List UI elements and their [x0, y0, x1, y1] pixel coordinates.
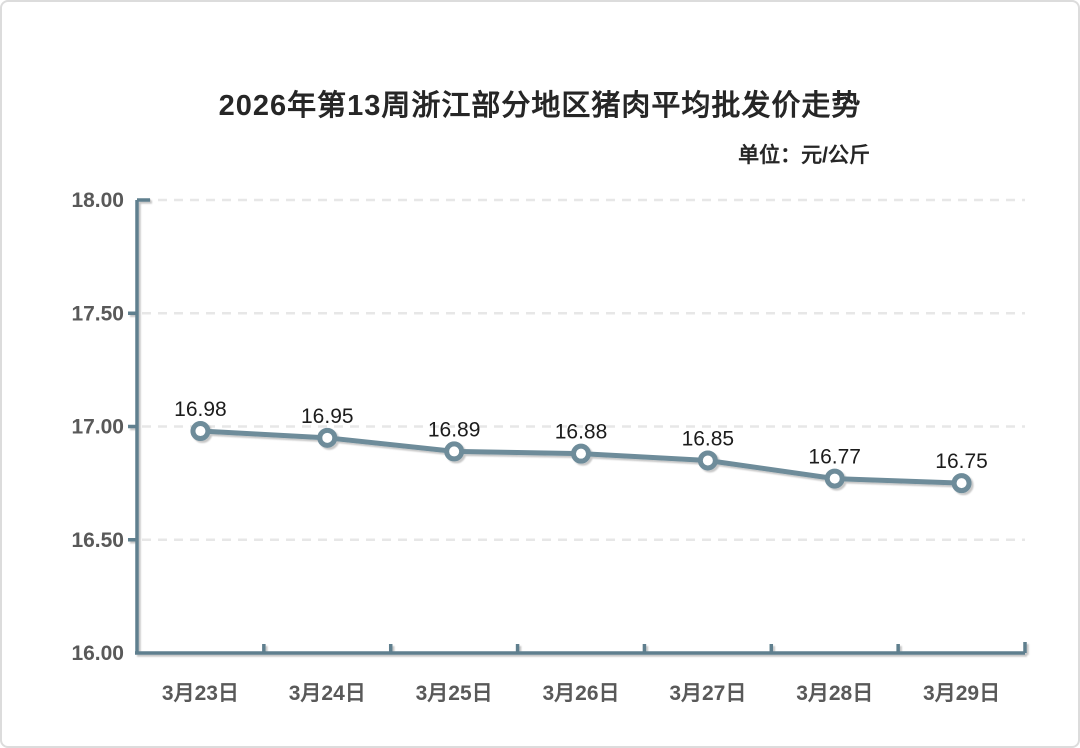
data-point-marker — [824, 468, 845, 489]
data-point-marker — [951, 473, 972, 494]
data-point-label: 16.88 — [555, 421, 608, 444]
data-point-label: 16.77 — [808, 446, 861, 469]
chart-title: 2026年第13周浙江部分地区猪肉平均批发价走势 — [218, 90, 862, 122]
data-point-label: 16.75 — [935, 450, 988, 473]
y-axis-tick-label: 16.50 — [71, 529, 124, 552]
data-labels-layer: 16.98 16.95 16.89 16.88 16.85 16.77 16.75 — [174, 398, 988, 473]
data-point-label: 16.98 — [174, 398, 227, 421]
y-axis-tick-label: 18.00 — [71, 189, 124, 212]
x-axis-tick-label: 3月23日 — [162, 682, 239, 705]
x-axis-tick-label: 3月27日 — [669, 682, 746, 705]
x-axis-tick-label: 3月26日 — [542, 682, 619, 705]
data-point-label: 16.95 — [301, 405, 354, 428]
x-axis-tick-label: 3月25日 — [416, 682, 493, 705]
y-axis-tick-label: 16.00 — [71, 642, 124, 665]
series-layer — [190, 421, 972, 494]
axes-layer — [128, 198, 1027, 655]
data-point-marker — [190, 421, 211, 442]
x-axis-tick-label: 3月24日 — [289, 682, 366, 705]
gridlines-layer — [142, 198, 1025, 541]
data-point-label: 16.85 — [682, 427, 735, 450]
data-point-label: 16.89 — [428, 418, 481, 441]
axis-labels-layer: 16.00 16.50 17.00 17.50 18.00 3月23日 3月24日 3月25日… — [71, 189, 1000, 705]
y-axis-tick-label: 17.00 — [71, 416, 124, 439]
x-axis-tick-label: 3月28日 — [796, 682, 873, 705]
y-axis-tick-label: 17.50 — [71, 302, 124, 325]
x-axis-tick-label: 3月29日 — [923, 682, 1000, 705]
data-point-marker — [444, 441, 465, 462]
data-point-marker — [571, 443, 591, 464]
unit-label: 单位：元/公斤 — [738, 144, 870, 167]
data-point-marker — [697, 450, 718, 471]
data-point-marker — [317, 427, 338, 448]
